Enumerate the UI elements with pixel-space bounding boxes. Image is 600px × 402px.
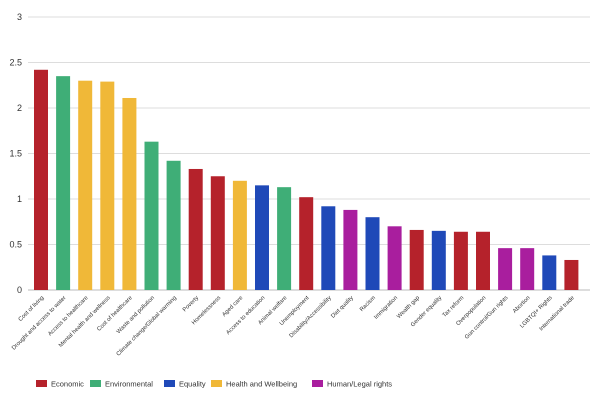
x-tick-label: Aged care — [221, 295, 244, 318]
bar — [409, 229, 424, 290]
y-tick-label: 0 — [17, 285, 22, 295]
y-tick-label: 3 — [17, 12, 22, 22]
bar — [122, 97, 137, 291]
bar — [255, 185, 269, 290]
bar — [321, 206, 336, 290]
bar — [387, 226, 402, 290]
bar — [34, 69, 48, 290]
y-tick-label: 2 — [17, 103, 22, 113]
y-tick-label: 0.5 — [9, 240, 22, 250]
legend-swatch — [211, 380, 222, 387]
bar — [78, 80, 93, 290]
legend: Economic Environmental Equality Health and … — [36, 380, 392, 389]
bar — [277, 187, 292, 290]
legend-swatch — [164, 380, 175, 387]
legend-item: Human/Legal rights — [312, 380, 392, 389]
y-tick-label: 1.5 — [9, 149, 22, 159]
legend-label: Environmental — [105, 380, 153, 389]
legend-label: Equality — [179, 380, 206, 389]
x-tick-label: Disability/Accessibility — [289, 295, 333, 339]
bar — [476, 231, 490, 290]
bar — [453, 231, 468, 290]
legend-item: Economic — [36, 380, 84, 389]
y-axis-ticks: 0 0.5 1 1.5 2 2.5 3 — [9, 12, 22, 295]
bar — [299, 197, 314, 290]
legend-swatch — [312, 380, 323, 387]
bar — [210, 176, 225, 290]
x-tick-label: Access to education — [225, 295, 266, 336]
bar — [144, 141, 159, 290]
legend-item: Health and Wellbeing — [211, 380, 297, 389]
x-tick-label: Poverty — [182, 295, 200, 313]
bar — [343, 209, 358, 290]
bar — [542, 255, 557, 290]
bar — [56, 76, 71, 291]
x-tick-label: Racism — [359, 295, 377, 313]
bar — [431, 230, 446, 290]
bar — [365, 217, 380, 290]
bar — [100, 81, 115, 290]
y-tick-label: 2.5 — [9, 58, 22, 68]
legend-label: Human/Legal rights — [327, 380, 392, 389]
x-tick-label: Waste and pollution — [116, 295, 156, 335]
x-tick-label: Abortion — [512, 295, 532, 315]
x-tick-label: Diet quality — [330, 295, 355, 320]
bar — [232, 180, 247, 290]
bar — [166, 160, 181, 290]
x-tick-label: Gun control/Gun rights — [464, 295, 510, 341]
legend-label: Economic — [51, 380, 84, 389]
legend-swatch — [90, 380, 101, 387]
legend-label: Health and Wellbeing — [226, 380, 297, 389]
y-tick-label: 1 — [17, 194, 22, 204]
bar — [520, 248, 535, 290]
legend-swatch — [36, 380, 47, 387]
legend-item: Environmental — [90, 380, 153, 389]
bar — [188, 168, 203, 290]
legend-item: Equality — [164, 380, 206, 389]
x-tick-label: Access to healthcare — [47, 295, 89, 337]
bar — [564, 259, 579, 290]
bars — [34, 69, 579, 291]
x-tick-label: Immigration — [373, 295, 399, 321]
bar — [498, 248, 513, 290]
